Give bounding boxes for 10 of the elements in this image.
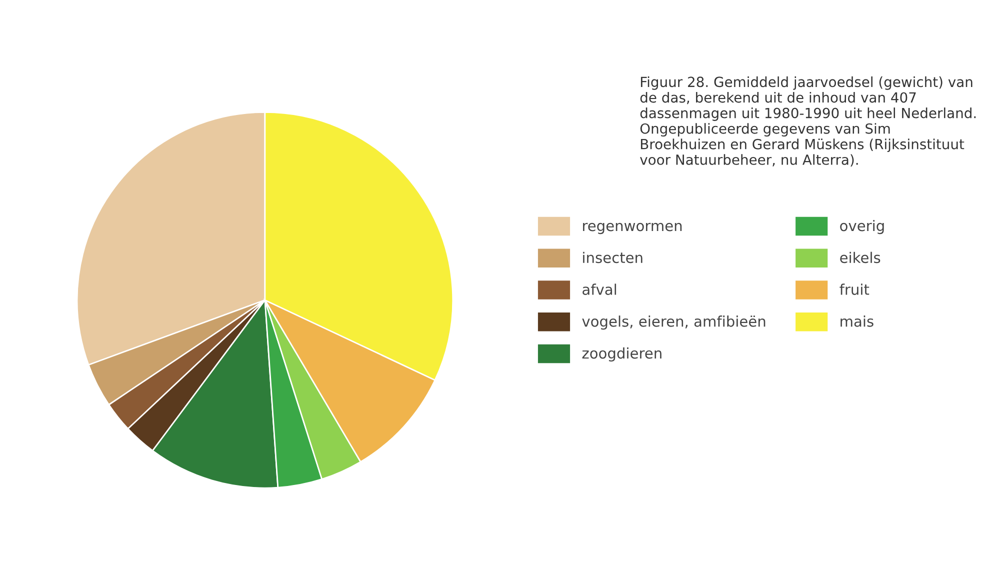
legend-label: insecten (583, 252, 642, 264)
legend-label: zoogdieren (582, 347, 662, 362)
legend-label: overig (840, 220, 884, 234)
legend-label: fruit (840, 284, 870, 295)
legend-label: regenwormen (583, 222, 682, 234)
legend-label: vogels, eieren, amfibieën (582, 316, 766, 330)
legend-label: eikels (840, 252, 880, 264)
legend-label: afval (582, 284, 616, 295)
chart-title: Figuur 28. Gemiddeld jaarvoedsel (gewicht) van de das, berekend uit de inhoud van 407 dassenmagen uit 1980-1990 uit heel Nederland. Ongepubliceerde gegevens van Sim Broekhuizen en Gerard Müskens (Rijksinstituut voor Natuurbeheer, nu Alterra). (640, 76, 976, 167)
legend-label: mais (840, 316, 874, 327)
